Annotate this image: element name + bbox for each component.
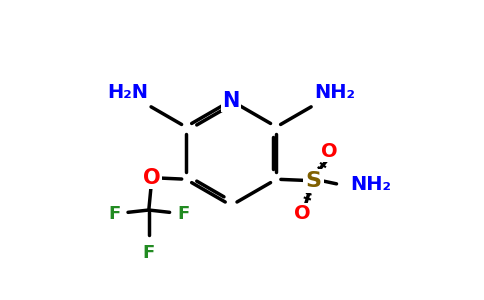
Text: S: S (305, 171, 321, 191)
Text: O: O (320, 142, 337, 161)
Text: O: O (294, 204, 311, 223)
Text: H₂N: H₂N (107, 83, 148, 102)
Text: NH₂: NH₂ (350, 175, 392, 194)
Text: F: F (143, 244, 155, 262)
Text: O: O (143, 168, 161, 188)
Text: N: N (223, 91, 240, 111)
Text: F: F (177, 205, 190, 223)
Text: F: F (108, 205, 121, 223)
Text: NH₂: NH₂ (314, 83, 355, 102)
